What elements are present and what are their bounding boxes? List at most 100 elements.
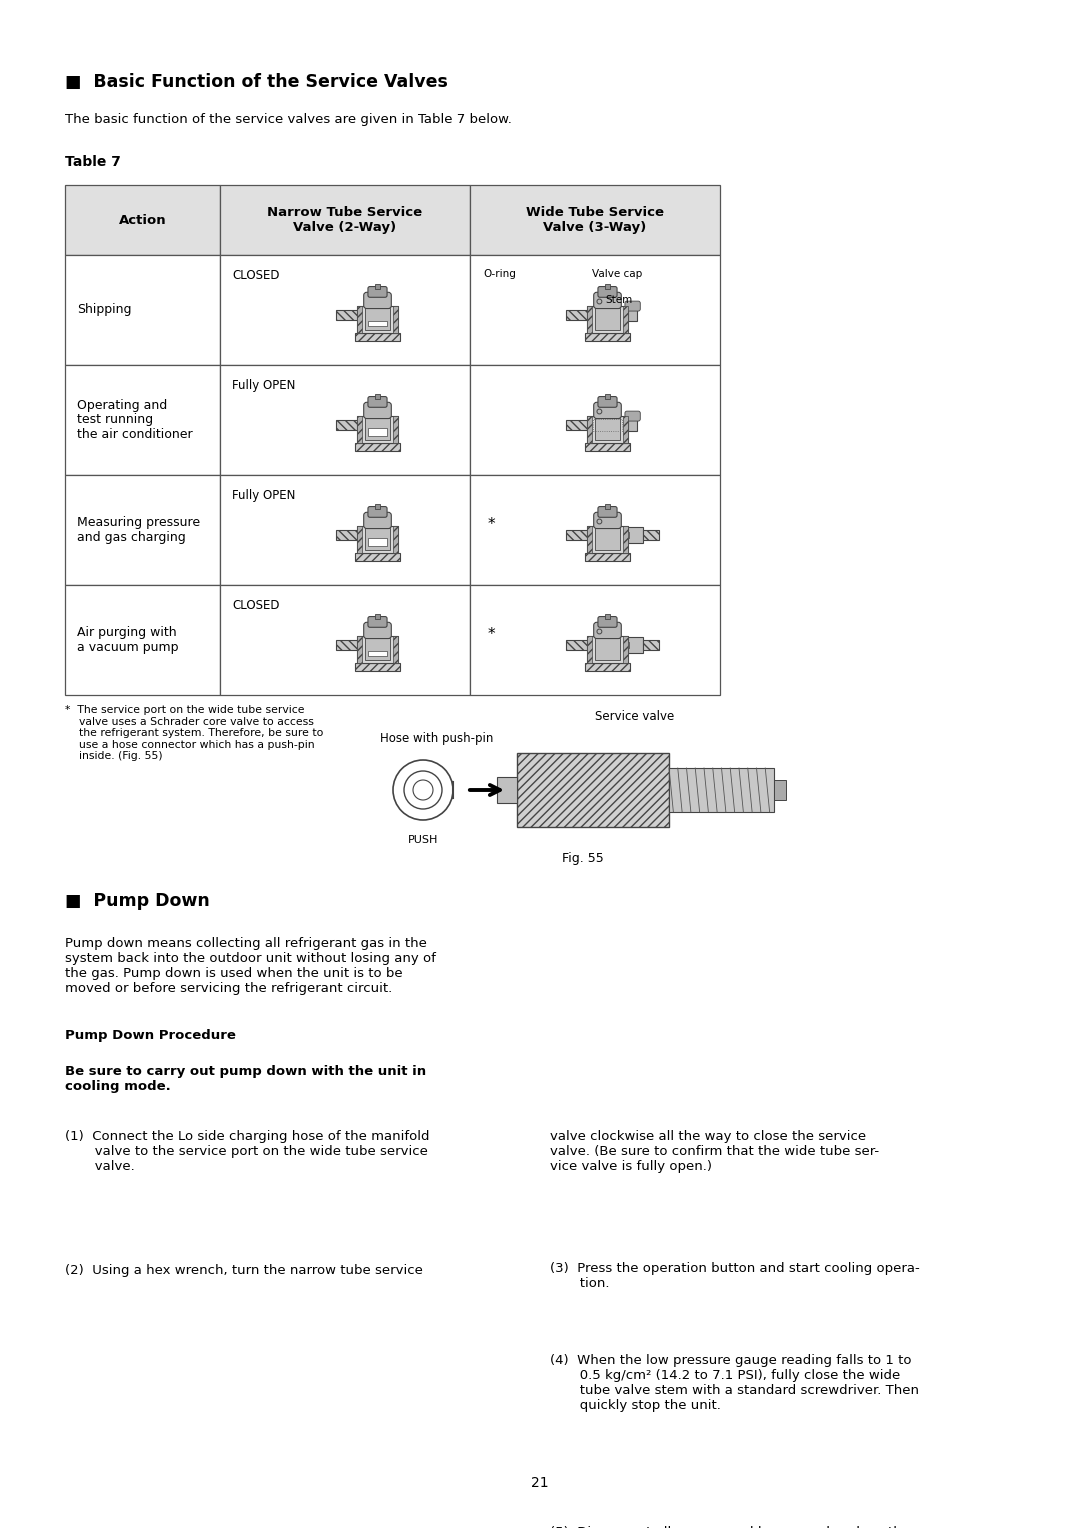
Text: (1)  Connect the Lo side charging hose of the manifold
       valve to the servi: (1) Connect the Lo side charging hose of…	[65, 1131, 430, 1174]
Bar	[220, 585, 470, 695]
Bar	[376, 614, 380, 619]
Text: CLOSED: CLOSED	[232, 599, 280, 613]
Bar	[588, 306, 627, 333]
Text: Service valve: Service valve	[595, 711, 674, 723]
Bar	[220, 185, 470, 255]
Bar	[375, 622, 380, 636]
Bar	[354, 333, 401, 341]
FancyBboxPatch shape	[368, 616, 387, 628]
Bar	[566, 530, 588, 541]
Bar	[376, 284, 380, 289]
Text: Action: Action	[119, 214, 166, 226]
Bar	[336, 640, 357, 651]
Bar	[470, 475, 720, 585]
Bar	[357, 526, 362, 553]
Text: Hose with push-pin: Hose with push-pin	[380, 732, 494, 746]
Bar	[220, 475, 470, 585]
Bar	[470, 365, 720, 475]
Bar	[65, 365, 220, 475]
Bar	[584, 553, 631, 561]
Bar	[357, 306, 397, 333]
Bar	[588, 526, 592, 553]
Text: valve clockwise all the way to close the service
valve. (Be sure to confirm that: valve clockwise all the way to close the…	[550, 1131, 879, 1174]
Bar	[584, 333, 631, 341]
Bar	[497, 778, 517, 804]
Bar	[595, 529, 620, 550]
Bar	[588, 416, 627, 443]
Bar	[368, 651, 387, 656]
Bar	[393, 306, 397, 333]
Bar	[627, 527, 643, 542]
Bar	[588, 636, 627, 663]
Bar	[365, 529, 390, 550]
Bar	[375, 512, 380, 526]
Bar	[627, 309, 637, 321]
Bar	[566, 640, 588, 651]
Bar	[605, 292, 610, 306]
FancyBboxPatch shape	[364, 402, 391, 419]
Bar	[354, 553, 401, 561]
Bar	[65, 185, 220, 255]
FancyBboxPatch shape	[368, 507, 387, 518]
Bar	[336, 420, 357, 431]
FancyBboxPatch shape	[364, 622, 391, 639]
Bar	[357, 306, 362, 333]
Text: Fully OPEN: Fully OPEN	[232, 489, 295, 503]
Text: Air purging with
a vacuum pump: Air purging with a vacuum pump	[77, 626, 178, 654]
Text: Operating and
test running
the air conditioner: Operating and test running the air condi…	[77, 399, 192, 442]
FancyBboxPatch shape	[598, 507, 617, 518]
Bar	[375, 292, 380, 306]
Text: CLOSED: CLOSED	[232, 269, 280, 283]
Text: Narrow Tube Service
Valve (2-Way): Narrow Tube Service Valve (2-Way)	[268, 206, 422, 234]
Bar	[470, 585, 720, 695]
Bar	[368, 321, 387, 325]
Bar	[470, 255, 720, 365]
Bar	[588, 306, 592, 333]
Bar	[376, 394, 380, 399]
FancyBboxPatch shape	[598, 287, 617, 298]
Text: O-ring: O-ring	[483, 269, 516, 280]
FancyBboxPatch shape	[368, 287, 387, 298]
Bar	[605, 402, 610, 416]
Text: Fully OPEN: Fully OPEN	[232, 379, 295, 393]
Bar	[626, 642, 629, 648]
Bar	[368, 428, 387, 435]
Bar	[627, 637, 643, 652]
Bar	[566, 420, 588, 431]
Bar	[623, 416, 627, 443]
Bar	[588, 636, 592, 663]
Text: ■  Basic Function of the Service Valves: ■ Basic Function of the Service Valves	[65, 73, 448, 92]
Bar	[65, 255, 220, 365]
Bar	[623, 636, 627, 663]
Bar	[517, 753, 669, 827]
Bar	[65, 585, 220, 695]
Bar	[774, 779, 786, 801]
Text: Fig. 55: Fig. 55	[562, 853, 604, 865]
Bar	[470, 185, 720, 255]
FancyBboxPatch shape	[368, 397, 387, 408]
FancyBboxPatch shape	[594, 622, 621, 639]
Text: (2)  Using a hex wrench, turn the narrow tube service: (2) Using a hex wrench, turn the narrow …	[65, 1264, 423, 1277]
Bar	[588, 416, 592, 443]
Bar	[65, 475, 220, 585]
Text: (4)  When the low pressure gauge reading falls to 1 to
       0.5 kg/cm² (14.2 t: (4) When the low pressure gauge reading …	[550, 1354, 919, 1412]
Bar	[365, 309, 390, 330]
Text: Table 7: Table 7	[65, 154, 121, 170]
Bar	[365, 639, 390, 660]
FancyBboxPatch shape	[625, 301, 640, 312]
Bar	[368, 538, 387, 545]
Text: ■  Pump Down: ■ Pump Down	[65, 892, 210, 911]
Bar	[605, 622, 610, 636]
Text: *: *	[488, 628, 496, 642]
Bar	[354, 663, 401, 671]
Bar	[357, 416, 397, 443]
Text: 21: 21	[531, 1476, 549, 1490]
Text: (3)  Press the operation button and start cooling opera-
       tion.: (3) Press the operation button and start…	[550, 1262, 920, 1290]
Bar	[376, 504, 380, 509]
Bar	[393, 416, 397, 443]
Text: *  The service port on the wide tube service
    valve uses a Schrader core valv: * The service port on the wide tube serv…	[65, 704, 323, 761]
Bar	[605, 284, 609, 289]
Bar	[336, 310, 357, 321]
FancyBboxPatch shape	[598, 397, 617, 408]
FancyBboxPatch shape	[594, 402, 621, 419]
